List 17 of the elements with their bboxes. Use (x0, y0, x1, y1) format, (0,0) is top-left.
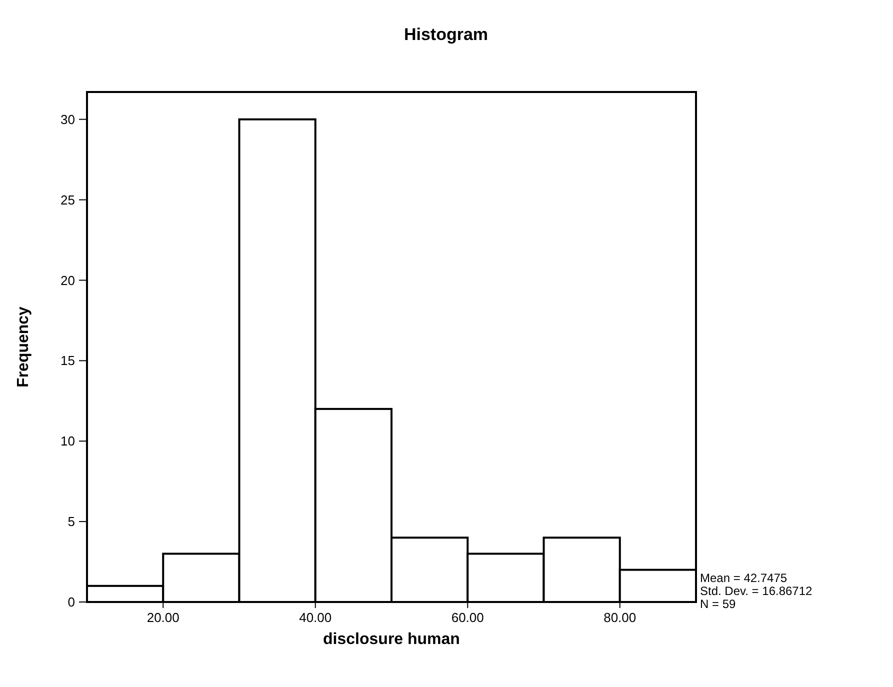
text: Std. Dev. = 16.86712 (700, 584, 813, 598)
x-tick-label: 80.00 (604, 610, 636, 625)
x-tick-label: 20.00 (146, 610, 180, 625)
x-axis-title: disclosure human (323, 631, 460, 648)
y-axis-title: Frequency (15, 306, 32, 388)
x-tick-label: 60.00 (451, 610, 484, 625)
y-tick-label: 25 (60, 192, 75, 208)
y-tick-label: 5 (68, 514, 75, 530)
y-tick-label: 20 (60, 272, 75, 288)
text: Mean = 42.7475 (700, 571, 788, 585)
text: N = 59 (700, 597, 736, 611)
y-tick-label: 15 (60, 353, 75, 368)
chart-title: Histogram (404, 25, 488, 44)
y-tick-label: 10 (60, 434, 75, 449)
y-tick-label: 30 (60, 112, 75, 127)
x-tick-label: 40.00 (299, 610, 332, 625)
y-tick-label: 0 (68, 594, 75, 610)
